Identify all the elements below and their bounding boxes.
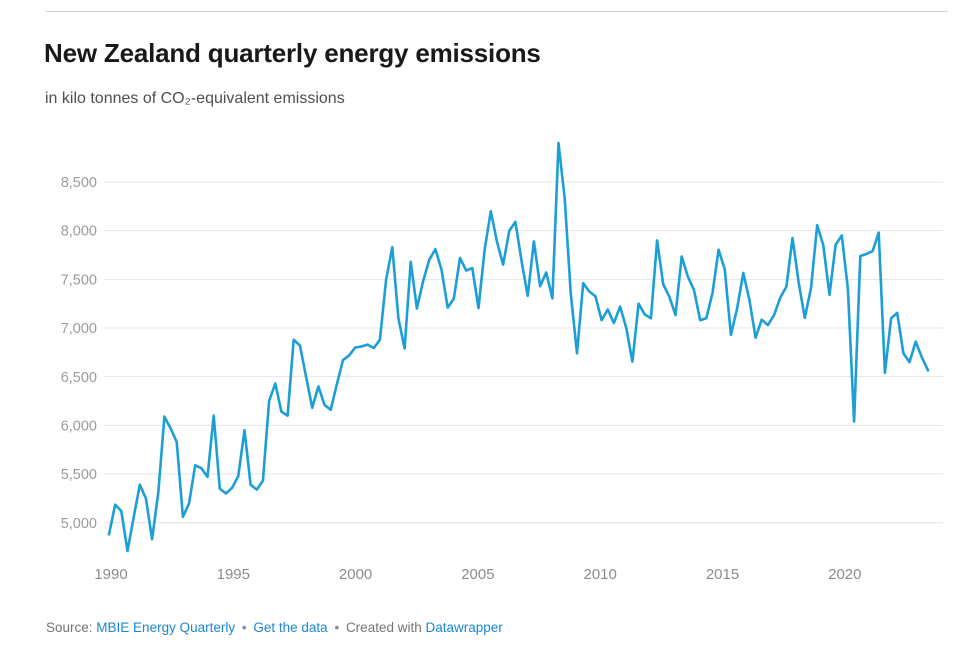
y-tick-label: 5,000 [61, 516, 97, 532]
created-with-label: Created with [345, 620, 422, 635]
x-tick-label: 2005 [461, 566, 494, 583]
x-tick-label: 1995 [217, 566, 250, 583]
x-tick-label: 2010 [584, 566, 617, 583]
top-divider [46, 11, 948, 12]
datawrapper-link[interactable]: Datawrapper [425, 620, 503, 635]
chart-title: New Zealand quarterly energy emissions [44, 38, 541, 68]
y-tick-label: 6,500 [61, 370, 97, 386]
x-tick-label: 2015 [706, 566, 739, 583]
y-tick-label: 6,000 [61, 418, 97, 434]
x-tick-label: 2020 [828, 566, 861, 583]
y-tick-label: 8,500 [61, 175, 97, 191]
chart-subtitle: in kilo tonnes of CO₂-equivalent emissio… [45, 90, 345, 107]
emissions-series-line [107, 141, 930, 553]
footer-separator-2: • [334, 620, 340, 635]
get-data-link[interactable]: Get the data [253, 620, 328, 635]
x-tick-label: 2000 [339, 566, 372, 583]
y-tick-label: 7,500 [61, 272, 97, 288]
x-tick-label: 1990 [94, 566, 127, 583]
y-tick-label: 7,000 [61, 321, 97, 337]
source-link[interactable]: MBIE Energy Quarterly [96, 620, 236, 635]
y-tick-label: 5,500 [61, 467, 97, 483]
chart-footer: Source: MBIE Energy Quarterly • Get the … [46, 620, 503, 635]
y-tick-label: 8,000 [61, 224, 97, 240]
source-label: Source: [46, 620, 93, 635]
footer-separator: • [241, 620, 247, 635]
